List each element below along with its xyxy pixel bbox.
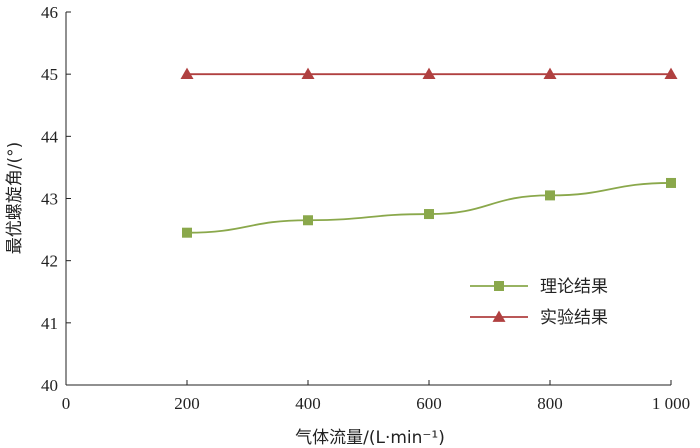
- y-axis-title: 最优螺旋角/(°): [5, 142, 25, 255]
- data-point: [180, 67, 194, 80]
- x-tick-label: 1 000: [652, 394, 690, 413]
- x-axis-title: 气体流量/(L·min⁻¹): [295, 428, 445, 448]
- legend-item-1: 理论结果: [470, 277, 608, 297]
- ticks: 40 41 42 43 44 45 46 0 200 400 600 800 1 000: [41, 3, 690, 413]
- x-tick-label: 400: [295, 394, 321, 413]
- legend-label: 实验结果: [540, 308, 608, 328]
- data-point: [303, 215, 313, 226]
- axes: [65, 12, 671, 386]
- data-point: [182, 227, 192, 238]
- y-tick-label: 44: [41, 127, 59, 146]
- y-tick-label: 42: [41, 252, 58, 271]
- legend-marker: [494, 281, 504, 291]
- series-1: [182, 177, 676, 238]
- legend-marker: [492, 310, 506, 322]
- y-tick-label: 40: [41, 376, 58, 395]
- data-point: [664, 67, 678, 80]
- legend-item-2: 实验结果: [470, 308, 608, 328]
- x-tick-label: 600: [416, 394, 442, 413]
- data-point: [422, 67, 436, 80]
- y-tick-label: 46: [41, 3, 58, 22]
- data-point: [424, 209, 434, 220]
- y-tick-label: 43: [41, 190, 58, 209]
- data-point: [543, 67, 557, 80]
- data-point: [666, 177, 676, 188]
- series-layer: [180, 67, 678, 238]
- series-line: [186, 182, 672, 234]
- x-tick-label: 200: [174, 394, 200, 413]
- legend-label: 理论结果: [540, 277, 608, 297]
- data-point: [545, 190, 555, 201]
- series-2: [180, 67, 678, 80]
- y-tick-label: 41: [41, 314, 58, 333]
- data-point: [301, 67, 315, 80]
- x-tick-label: 800: [537, 394, 563, 413]
- y-tick-label: 45: [41, 65, 58, 84]
- x-tick-label: 0: [62, 394, 71, 413]
